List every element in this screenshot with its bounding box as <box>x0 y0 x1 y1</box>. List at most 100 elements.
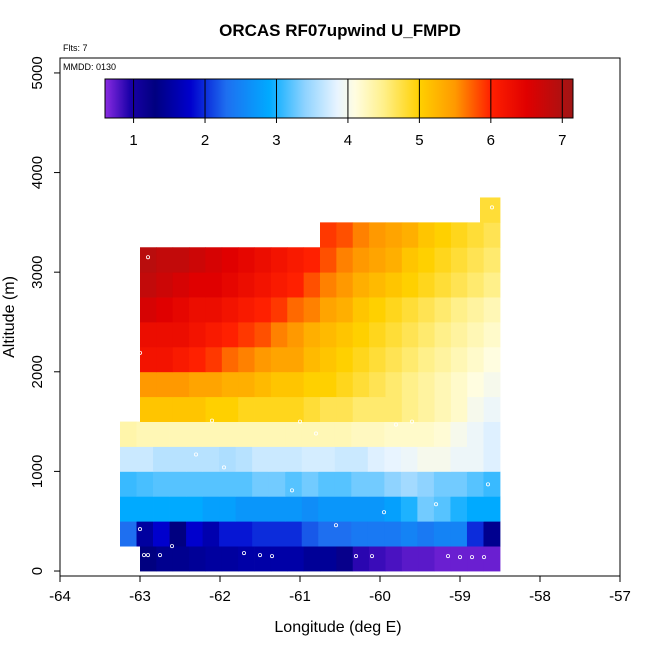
heatmap-cell <box>202 521 220 547</box>
observation-point <box>141 553 146 558</box>
heatmap-cell <box>285 496 303 522</box>
observation-points <box>137 205 494 560</box>
heatmap-cell <box>303 396 321 422</box>
heatmap-cell <box>303 371 321 398</box>
heatmap-cell <box>320 247 337 273</box>
heatmap-cell <box>434 321 452 348</box>
heatmap-cell <box>254 396 272 422</box>
heatmap-cell <box>450 321 468 348</box>
heatmap-cell <box>301 471 319 497</box>
heatmap-cells <box>120 197 501 572</box>
heatmap-cell <box>120 521 137 547</box>
heatmap-cell <box>172 247 190 273</box>
heatmap-cell <box>120 496 137 522</box>
heatmap-cell <box>467 222 485 248</box>
x-tick-label: -64 <box>49 588 71 605</box>
colorbar-tick-label: 4 <box>344 132 352 149</box>
heatmap-cell <box>401 371 419 398</box>
observation-point <box>137 350 142 355</box>
heatmap-cell <box>205 247 223 273</box>
heatmap-cell <box>433 521 451 547</box>
heatmap-cell <box>433 446 451 472</box>
heatmap-cell <box>303 247 321 273</box>
heatmap-cell <box>169 521 187 547</box>
heatmap-cell <box>285 521 303 547</box>
heatmap-cell <box>270 346 288 373</box>
observation-point <box>393 422 398 427</box>
heatmap-cell <box>287 321 305 348</box>
heatmap-cell <box>450 396 468 422</box>
heatmap-cell <box>156 297 174 323</box>
heatmap-cell <box>189 321 206 348</box>
heatmap-cell <box>450 521 468 547</box>
heatmap-cell <box>401 396 419 422</box>
heatmap-cell <box>385 321 403 348</box>
heatmap-cell <box>418 222 435 248</box>
heatmap-cell <box>369 222 386 248</box>
heatmap-cell <box>483 222 501 248</box>
heatmap-cell <box>303 346 321 373</box>
heatmap-cell <box>352 546 370 572</box>
observation-point <box>241 551 246 556</box>
heatmap-cell <box>400 446 418 472</box>
heatmap-cell <box>285 446 303 472</box>
heatmap-cell <box>287 396 305 422</box>
heatmap-cell <box>320 297 337 323</box>
heatmap-cell <box>369 396 386 422</box>
heatmap-cell <box>352 247 370 273</box>
heatmap-cell <box>450 346 468 373</box>
heatmap-cell <box>483 272 501 298</box>
heatmap-cell <box>483 446 501 472</box>
heatmap-cell <box>186 521 204 547</box>
heatmap-cell <box>466 446 484 472</box>
heatmap-cell <box>287 247 305 273</box>
colorbar-tick-label: 6 <box>487 132 495 149</box>
heatmap-cell <box>417 446 435 472</box>
heatmap-cell <box>189 346 206 373</box>
heatmap-cell <box>156 546 174 572</box>
observation-point <box>353 554 358 559</box>
heatmap-cell <box>205 346 223 373</box>
heatmap-cell <box>270 247 288 273</box>
observation-point <box>209 418 214 423</box>
heatmap-cell <box>320 346 337 373</box>
heatmap-cell <box>156 346 174 373</box>
heatmap-cell <box>336 222 354 248</box>
heatmap-cell <box>334 521 352 547</box>
heatmap-cell <box>301 521 319 547</box>
heatmap-cell <box>466 521 484 547</box>
heatmap-cell <box>186 421 204 447</box>
heatmap-cell <box>367 446 385 472</box>
heatmap-cell <box>351 471 369 497</box>
heatmap-cell <box>450 421 468 447</box>
heatmap-cell <box>367 421 385 447</box>
heatmap-cell <box>268 421 286 447</box>
heatmap-cell <box>238 346 255 373</box>
heatmap-cell <box>483 496 501 522</box>
heatmap-cell <box>202 496 220 522</box>
heatmap-cell <box>351 496 369 522</box>
heatmap-cell <box>140 346 157 373</box>
heatmap-cell <box>450 471 468 497</box>
heatmap-cell <box>235 496 253 522</box>
heatmap-cell <box>270 546 288 572</box>
heatmap-cell <box>450 371 468 398</box>
y-tick-label: 1000 <box>29 455 46 488</box>
heatmap-cell <box>320 222 337 248</box>
colorbar-ticks: 1 2 3 4 5 6 7 <box>129 79 566 149</box>
heatmap-cell <box>433 471 451 497</box>
heatmap-cell <box>433 496 451 522</box>
heatmap-cell <box>136 471 154 497</box>
heatmap-cell <box>336 396 354 422</box>
heatmap-cell <box>270 272 288 298</box>
heatmap-cell <box>301 446 319 472</box>
observation-point <box>193 452 198 457</box>
heatmap-cell <box>254 371 272 398</box>
heatmap-cell <box>252 421 270 447</box>
heatmap-cell <box>369 371 386 398</box>
heatmap-cell <box>467 272 485 298</box>
y-axis-label: Altitude (m) <box>1 276 18 358</box>
heatmap-cell <box>434 272 452 298</box>
flights-note: Flts: 7 <box>63 43 88 53</box>
heatmap-cell <box>466 421 484 447</box>
